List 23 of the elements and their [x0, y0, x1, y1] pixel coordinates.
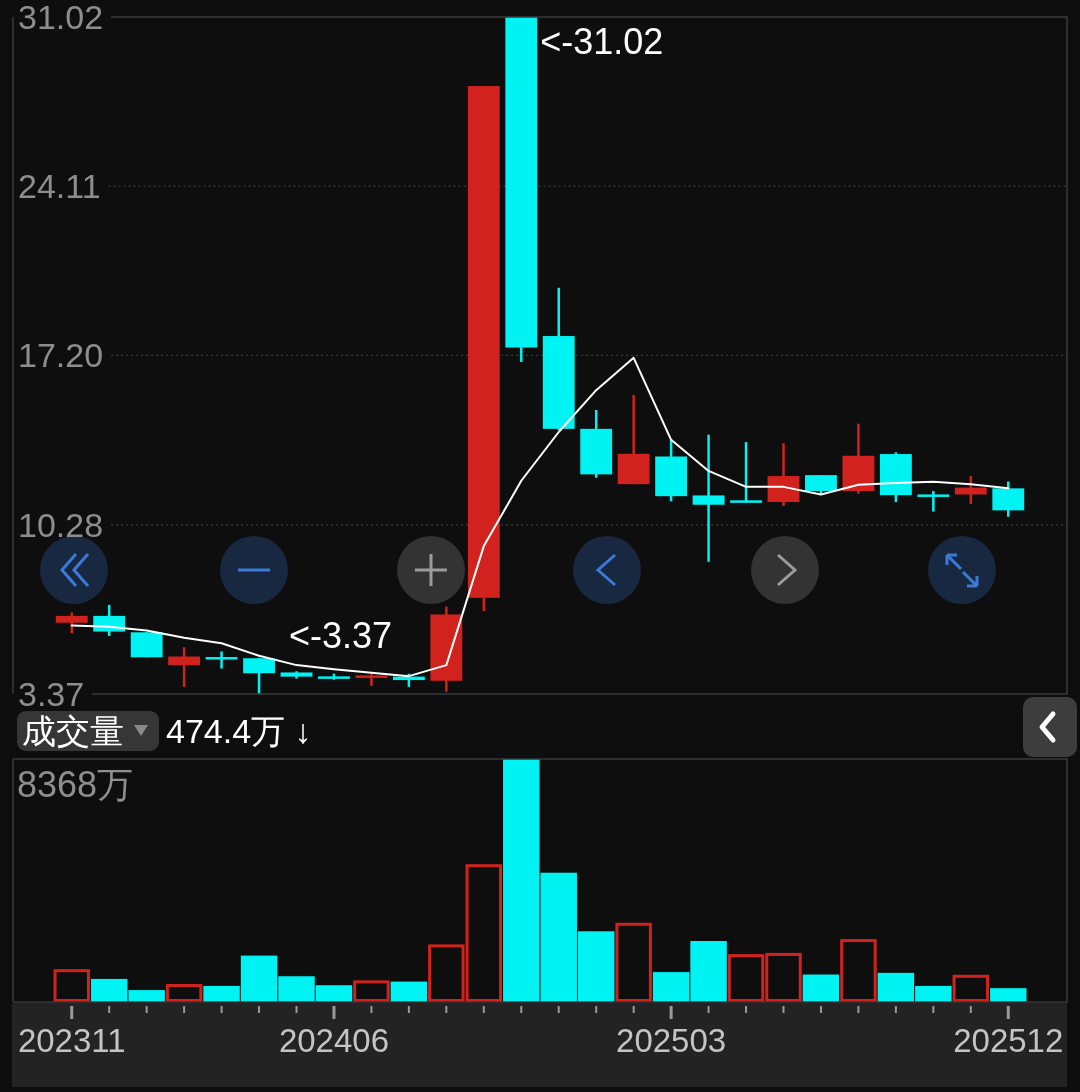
annotation: <-3.37 [288, 615, 393, 656]
bar [990, 988, 1027, 1002]
bar [353, 980, 390, 1002]
bar [840, 939, 877, 1002]
x-tick-label: 202406 [278, 1022, 390, 1059]
bar [615, 922, 652, 1002]
y-tick-label: 3.37 [18, 675, 85, 713]
y-tick-label: 10.28 [18, 505, 104, 544]
bar [802, 974, 840, 1002]
bar [390, 981, 428, 1002]
x-tick-label: 202311 [17, 1022, 126, 1059]
bar [165, 984, 203, 1002]
annotation: <-31.02 [540, 21, 664, 62]
bar [952, 974, 990, 1002]
chart-title: 成交量 [22, 712, 124, 750]
y-tick-label: 24.11 [18, 167, 101, 206]
y-tick-label: 31.02 [18, 0, 104, 36]
x-tick-label: 202512 [953, 1022, 1064, 1059]
chart-subtitle: 474.4万 ↓ [166, 712, 312, 750]
annotation: 8368万 [17, 764, 134, 805]
bar [53, 969, 90, 1002]
y-tick-label: 17.20 [18, 336, 104, 375]
x-tick-label: 202503 [616, 1022, 727, 1059]
